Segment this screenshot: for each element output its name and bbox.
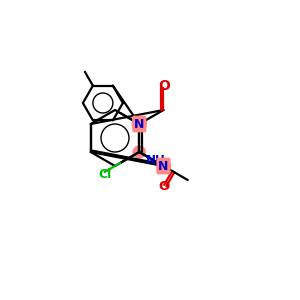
Text: Cl: Cl [98, 167, 111, 181]
Circle shape [157, 159, 170, 173]
Text: O: O [159, 79, 170, 93]
Circle shape [132, 117, 146, 131]
Circle shape [133, 146, 145, 158]
Text: N: N [158, 160, 169, 172]
Text: NH: NH [146, 154, 166, 167]
Text: O: O [158, 180, 170, 194]
Text: N: N [134, 118, 144, 130]
